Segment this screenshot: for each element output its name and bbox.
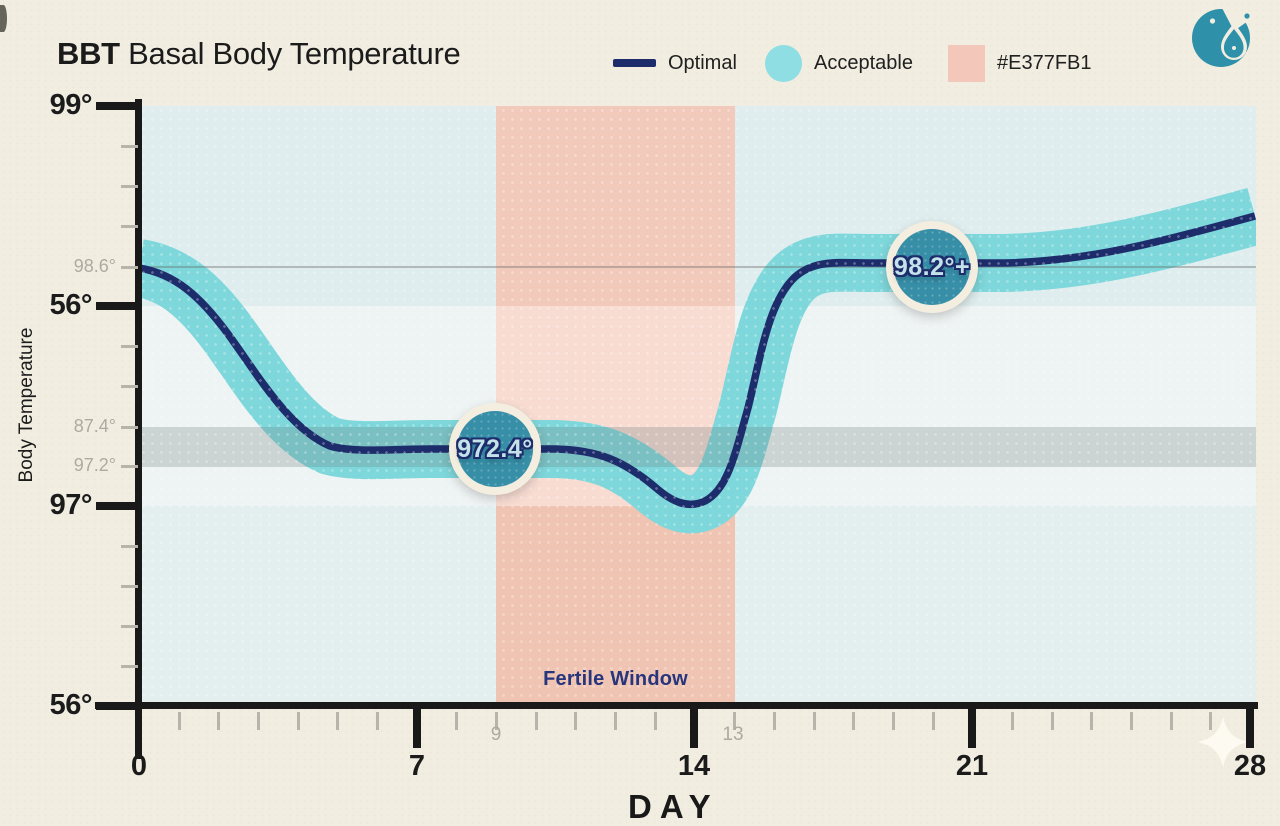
callout-low-value: 972.4° <box>457 434 533 463</box>
y-axis-minor-tick <box>121 465 138 468</box>
y-axis-title: Body Temperature <box>16 327 37 483</box>
y-axis-major-tick <box>96 102 139 110</box>
legend-item-fertile: #E377FB1 <box>948 44 1092 82</box>
brand-logo-icon <box>1192 8 1253 68</box>
x-axis-minor-tick <box>535 712 538 730</box>
x-axis-minor-tick <box>178 712 181 730</box>
y-axis-minor-tick <box>121 426 138 429</box>
optimal-line-path <box>139 212 1256 509</box>
x-axis-minor-tick <box>336 712 339 730</box>
callout-high-circle: 98.2°+ <box>894 229 970 305</box>
y-axis-minor-tick <box>121 225 138 228</box>
y-axis-major-label: 99° <box>49 89 93 121</box>
x-axis-minor-tick <box>1090 712 1093 730</box>
x-axis-major-tick <box>690 702 698 748</box>
y-axis-minor-label: 87.4° <box>73 416 116 436</box>
x-axis-minor-tick <box>1130 712 1133 730</box>
y-axis-major-tick <box>96 502 139 510</box>
x-axis-minor-tick <box>892 712 895 730</box>
x-axis-title-clipped: DAY <box>628 788 719 825</box>
callout-low-temp: 972.4° <box>449 403 541 495</box>
callout-high-temp: 98.2°+ <box>886 221 978 313</box>
x-axis-minor-label: 13 <box>722 724 744 745</box>
y-axis-major-tick <box>96 302 139 310</box>
y-axis-minor-tick <box>121 145 138 148</box>
fertile-window-band <box>496 106 735 702</box>
y-axis-minor-tick <box>121 385 138 388</box>
x-axis-minor-tick <box>217 712 220 730</box>
legend-label-fertile: #E377FB1 <box>997 51 1092 74</box>
legend-item-acceptable: Acceptable <box>765 44 913 82</box>
sparkle-icon <box>1197 716 1249 768</box>
x-axis-major-label: 21 <box>955 750 989 782</box>
x-axis-major-label: 0 <box>130 750 148 782</box>
y-axis-minor-tick <box>121 266 138 269</box>
plot-area: Fertile Window 972.4° 98.2°+ <box>139 106 1256 702</box>
legend-label-optimal: Optimal <box>668 51 737 74</box>
y-axis-minor-tick <box>121 665 138 668</box>
x-axis-minor-tick <box>614 712 617 730</box>
x-axis-minor-tick <box>574 712 577 730</box>
x-axis-minor-tick <box>654 712 657 730</box>
x-axis-minor-tick <box>932 712 935 730</box>
x-axis-major-label: 14 <box>677 750 711 782</box>
x-axis-minor-tick <box>733 712 736 730</box>
y-axis-minor-label: 98.6° <box>73 256 116 276</box>
callout-low-circle: 972.4° <box>457 411 533 487</box>
x-axis-major-tick <box>413 702 421 748</box>
callout-high-value: 98.2°+ <box>893 252 971 281</box>
x-axis-minor-tick <box>495 712 498 730</box>
y-axis-minor-tick <box>121 545 138 548</box>
x-axis-minor-tick <box>297 712 300 730</box>
y-axis-major-label: 56° <box>49 289 93 321</box>
y-axis-minor-tick <box>121 345 138 348</box>
x-axis-minor-tick <box>773 712 776 730</box>
y-axis-minor-label: 97.2° <box>73 455 116 475</box>
x-axis-minor-tick <box>1209 712 1212 730</box>
x-axis-minor-tick <box>1170 712 1173 730</box>
x-axis-major-tick <box>968 702 976 748</box>
x-axis-major-label: 28 <box>1233 750 1267 782</box>
y-axis-major-tick <box>96 702 139 710</box>
x-axis-minor-tick <box>257 712 260 730</box>
legend-item-optimal: Optimal <box>613 44 737 82</box>
paper-smudge <box>0 5 7 32</box>
page-title-abbr: BBT <box>57 36 120 71</box>
x-axis-minor-tick <box>1051 712 1054 730</box>
y-axis-major-label: 97° <box>49 489 93 521</box>
fertile-square-swatch-icon <box>948 44 985 82</box>
y-axis-minor-tick <box>121 625 138 628</box>
x-axis-line <box>95 702 1258 709</box>
x-axis-major-tick <box>1246 702 1254 748</box>
y-axis-major-label: 56° <box>49 689 93 721</box>
x-axis-minor-tick <box>1011 712 1014 730</box>
x-axis-minor-tick <box>455 712 458 730</box>
y-axis-minor-tick <box>121 185 138 188</box>
x-axis-minor-tick <box>376 712 379 730</box>
fertile-window-label: Fertile Window <box>543 668 688 690</box>
acceptable-circle-swatch-icon <box>765 44 802 82</box>
x-axis-major-label: 7 <box>408 750 426 782</box>
page-title: BBT Basal Body Temperature <box>57 36 461 72</box>
x-axis-minor-tick <box>813 712 816 730</box>
page-title-text: Basal Body Temperature <box>119 36 461 71</box>
x-axis-minor-tick <box>852 712 855 730</box>
temperature-curve <box>139 188 1256 534</box>
y-axis-minor-tick <box>121 585 138 588</box>
legend-label-acceptable: Acceptable <box>814 51 913 74</box>
optimal-line-swatch-icon <box>613 59 656 67</box>
x-axis-minor-label: 9 <box>490 724 502 745</box>
